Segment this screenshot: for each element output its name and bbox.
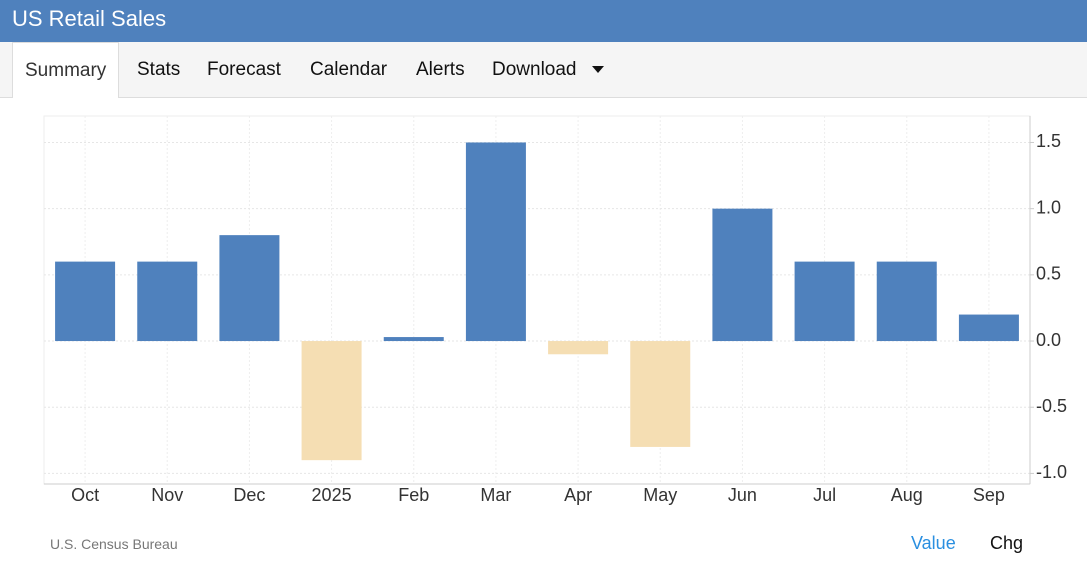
y-tick-label: 1.0 xyxy=(1036,197,1061,217)
source: U.S. Census Bureau xyxy=(50,536,178,552)
bar xyxy=(630,341,691,447)
bar xyxy=(219,235,280,342)
bar xyxy=(712,208,773,342)
bar xyxy=(876,261,937,342)
bar xyxy=(548,341,609,355)
x-tick-label: Jul xyxy=(813,485,836,505)
tab[interactable]: Summary xyxy=(12,42,120,98)
bar xyxy=(383,337,444,342)
footer: U.S. Census Bureau Value Chg xyxy=(0,530,1087,560)
bar xyxy=(137,261,198,342)
x-tick-label: Feb xyxy=(398,485,429,505)
toggle[interactable]: Chg xyxy=(990,533,1024,553)
y-tick-label: 0.0 xyxy=(1036,330,1061,350)
y-tick-label: 1.5 xyxy=(1036,131,1061,151)
header-title: US Retail Sales xyxy=(0,0,1087,42)
bar xyxy=(794,261,855,342)
x-tick-label: Nov xyxy=(151,485,183,505)
tab[interactable]: Download xyxy=(492,59,577,80)
y-tick-label: -0.5 xyxy=(1036,396,1067,416)
toggle[interactable]: Value xyxy=(911,533,956,553)
x-tick-label: Dec xyxy=(233,485,265,505)
bar xyxy=(958,314,1019,342)
x-tick-label: 2025 xyxy=(312,485,352,505)
tab[interactable]: Forecast xyxy=(207,59,281,80)
x-tick-label: Apr xyxy=(564,485,592,505)
y-tick-label: 0.5 xyxy=(1036,264,1061,284)
x-tick-label: May xyxy=(643,485,677,505)
x-tick-label: Jun xyxy=(728,485,757,505)
y-tick-label: -1.0 xyxy=(1036,462,1067,482)
dropdown-caret[interactable] xyxy=(592,66,604,74)
tab-bar: Summary Stats Forecast Calendar Alerts D… xyxy=(0,42,1087,98)
bar xyxy=(55,261,116,342)
x-tick-label: Aug xyxy=(891,485,923,505)
tab[interactable]: Calendar xyxy=(310,59,388,80)
x-tick-label: Mar xyxy=(480,485,511,505)
bar xyxy=(465,142,526,342)
tab[interactable]: Alerts xyxy=(416,59,465,80)
x-tick-label: Sep xyxy=(973,485,1005,505)
bar xyxy=(301,341,362,461)
chart: -1.0 -0.5 0.0 0.5 1.0 1.5 Oct Nov Dec 2025 Feb Mar A… xyxy=(43,115,1067,505)
x-tick-label: Oct xyxy=(71,485,99,505)
tab[interactable]: Stats xyxy=(137,59,181,80)
